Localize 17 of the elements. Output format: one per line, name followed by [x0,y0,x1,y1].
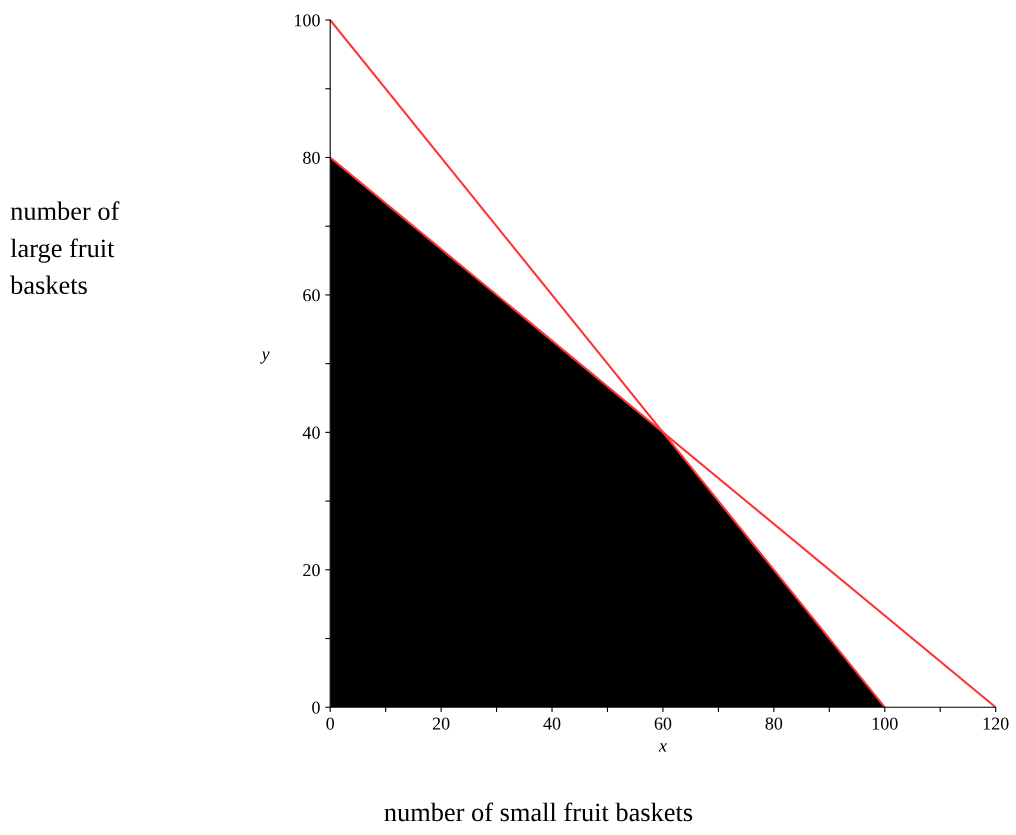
y-tick-label: 100 [294,14,320,27]
x-tick-label: 40 [543,717,561,730]
y-tick-label: 0 [312,701,320,714]
y-tick-label: 20 [303,564,320,577]
y-tick-label: 40 [302,426,320,439]
x-tick-label: 20 [432,717,450,730]
x-tick-label: 120 [983,717,1009,730]
y-tick-label: 60 [303,289,320,302]
x-tick-label: 60 [654,717,672,730]
x-tick-label: 80 [765,717,783,730]
text: number of small fruit baskets [384,802,693,822]
text: number of large fruit baskets [10,201,120,295]
x-tick-label: 0 [326,717,335,730]
y-tick-label: 80 [303,151,320,164]
x-tick-label: 100 [872,717,898,730]
x-axis-title: x [658,743,667,752]
y-axis-title: y [260,351,270,364]
